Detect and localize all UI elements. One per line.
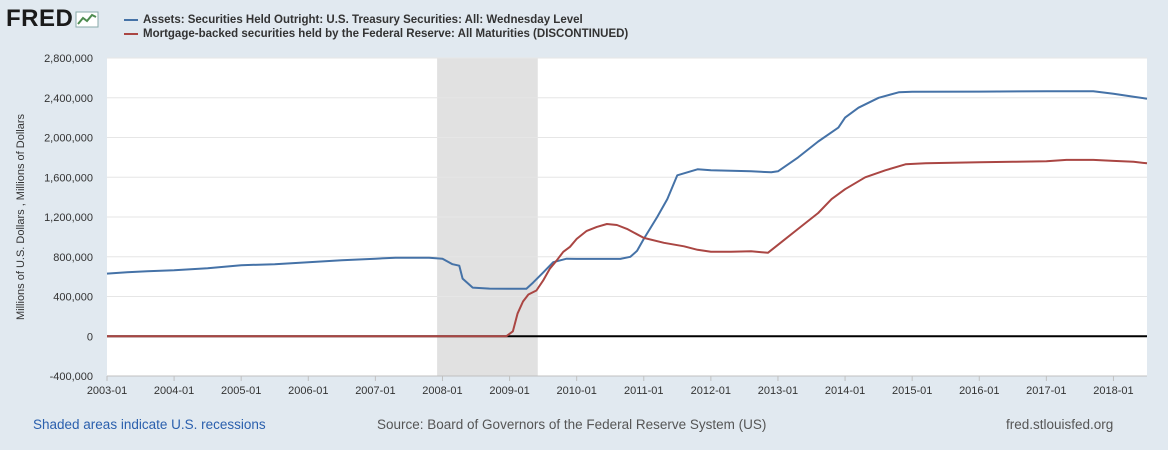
x-tick-label: 2007-01 — [355, 385, 395, 397]
x-tick-label: 2008-01 — [422, 385, 462, 397]
x-tick-label: 2009-01 — [489, 385, 529, 397]
source-note: Source: Board of Governors of the Federa… — [377, 417, 767, 432]
x-tick-label: 2012-01 — [691, 385, 731, 397]
fred-logo-text: FRED — [6, 5, 74, 32]
y-tick-label: 0 — [87, 331, 93, 343]
y-tick-label: -400,000 — [50, 371, 93, 383]
legend: Assets: Securities Held Outright: U.S. T… — [124, 13, 628, 41]
x-tick-label: 2015-01 — [892, 385, 932, 397]
y-tick-label: 400,000 — [53, 292, 93, 304]
legend-swatch-treasury — [124, 19, 138, 21]
y-tick-label: 2,000,000 — [44, 133, 93, 145]
x-tick-label: 2018-01 — [1093, 385, 1133, 397]
x-tick-label: 2011-01 — [624, 385, 664, 397]
x-tick-label: 2010-01 — [556, 385, 596, 397]
x-tick-label: 2006-01 — [288, 385, 328, 397]
x-tick-label: 2014-01 — [825, 385, 865, 397]
y-tick-label: 2,400,000 — [44, 93, 93, 105]
fred-chart-icon — [75, 11, 99, 28]
legend-label-mbs: Mortgage-backed securities held by the F… — [143, 28, 629, 40]
y-tick-label: 2,800,000 — [44, 53, 93, 65]
site-url[interactable]: fred.stlouisfed.org — [1006, 417, 1114, 432]
fred-logo[interactable]: FRED — [6, 5, 99, 33]
series-line-mbs — [107, 158, 1148, 338]
x-tick-label: 2017-01 — [1026, 385, 1066, 397]
recessions-note[interactable]: Shaded areas indicate U.S. recessions — [33, 417, 266, 432]
legend-label-treasury: Assets: Securities Held Outright: U.S. T… — [143, 14, 583, 26]
x-tick-label: 2013-01 — [758, 385, 798, 397]
legend-item-treasury[interactable]: Assets: Securities Held Outright: U.S. T… — [124, 13, 628, 27]
x-tick-label: 2016-01 — [959, 385, 999, 397]
y-tick-label: 1,200,000 — [44, 212, 93, 224]
x-tick-label: 2003-01 — [87, 385, 127, 397]
x-tick-label: 2005-01 — [221, 385, 261, 397]
x-tick-label: 2004-01 — [154, 385, 194, 397]
legend-item-mbs[interactable]: Mortgage-backed securities held by the F… — [124, 27, 628, 41]
y-axis-title: Millions of U.S. Dollars , Millions of D… — [15, 114, 27, 320]
legend-swatch-mbs — [124, 33, 138, 35]
series-line-treasury — [106, 90, 1148, 290]
y-tick-label: 1,600,000 — [44, 172, 93, 184]
y-tick-label: 800,000 — [53, 252, 93, 264]
